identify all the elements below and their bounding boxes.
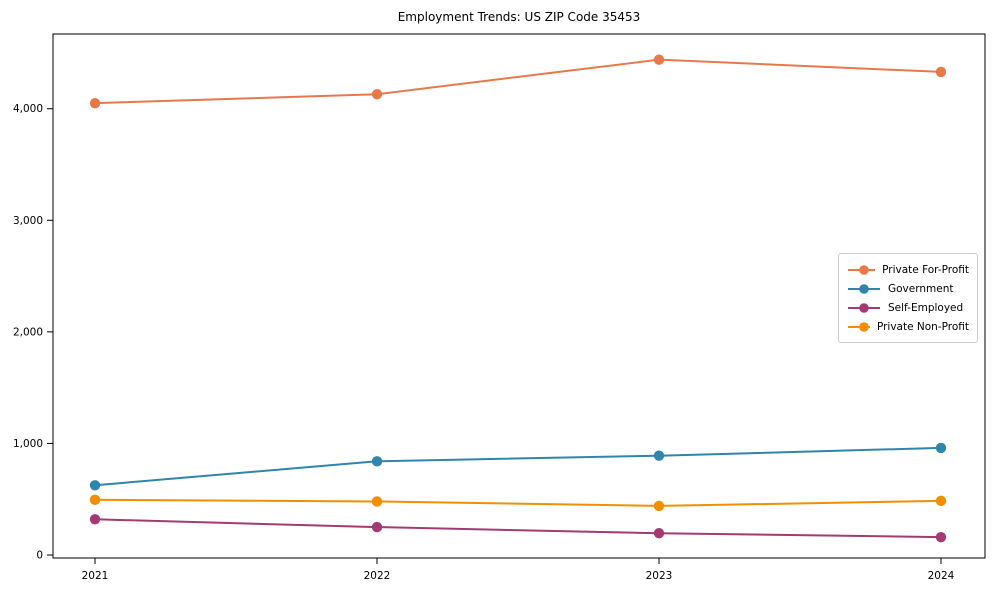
y-axis-tick-label: 2,000	[13, 326, 43, 338]
y-axis-tick-label: 1,000	[13, 438, 43, 450]
x-axis-tick-label: 2024	[928, 570, 955, 582]
series-point-private-non-profit	[371, 496, 383, 507]
legend-label: Private Non-Profit	[876, 320, 969, 333]
legend-dot-government	[859, 283, 869, 294]
series-line-government	[94, 446, 942, 487]
y-axis-tick-label: 3,000	[13, 215, 43, 227]
legend-label: Government	[888, 282, 954, 295]
series-point-government	[935, 442, 947, 454]
series-point-private-for-profit	[653, 54, 665, 65]
series-point-government	[371, 456, 383, 467]
x-axis-tick-label: 2021	[82, 570, 109, 582]
legend: Private For-Profit Government Self-Employe…	[838, 253, 978, 343]
legend-label: Self-Employed	[888, 301, 964, 314]
legend-marker-icon	[848, 302, 880, 313]
y-axis-tick-label: 4,000	[13, 103, 43, 115]
legend-label: Private For-Profit	[882, 263, 969, 276]
x-axis-tick-label: 2023	[646, 570, 673, 582]
series-point-private-for-profit	[935, 66, 947, 78]
series-line-private-for-profit	[94, 58, 942, 105]
legend-item-self-employed: Self-Employed	[847, 298, 969, 317]
series-point-self-employed	[371, 521, 383, 533]
x-axis-tick-label: 2022	[364, 570, 391, 582]
series-point-private-non-profit	[653, 500, 665, 512]
series-line-self-employed	[94, 518, 942, 539]
series-point-self-employed	[653, 528, 665, 539]
series-point-government	[653, 450, 665, 461]
legend-marker-icon	[848, 264, 876, 275]
legend-marker-icon	[848, 283, 880, 294]
series-line-private-non-profit	[94, 498, 942, 507]
legend-item-private-non-profit: Private Non-Profit	[847, 317, 969, 336]
plot-border	[52, 33, 986, 559]
legend-dot-self-employed	[859, 302, 869, 313]
legend-dot-private-for-profit	[859, 264, 869, 275]
legend-dot-private-non-profit	[859, 321, 869, 332]
series-point-private-for-profit	[371, 89, 383, 100]
series-point-private-non-profit	[935, 495, 947, 507]
y-axis-tick-label: 0	[36, 549, 43, 561]
legend-marker-icon	[848, 321, 870, 332]
chart-title: Employment Trends: US ZIP Code 35453	[397, 10, 641, 24]
series-point-self-employed	[89, 514, 101, 525]
legend-item-private-for-profit: Private For-Profit	[847, 260, 969, 279]
series-point-private-non-profit	[89, 494, 101, 505]
series-point-private-for-profit	[89, 97, 101, 109]
legend-item-government: Government	[847, 279, 969, 298]
series-point-self-employed	[935, 531, 947, 543]
series-point-government	[89, 480, 101, 491]
